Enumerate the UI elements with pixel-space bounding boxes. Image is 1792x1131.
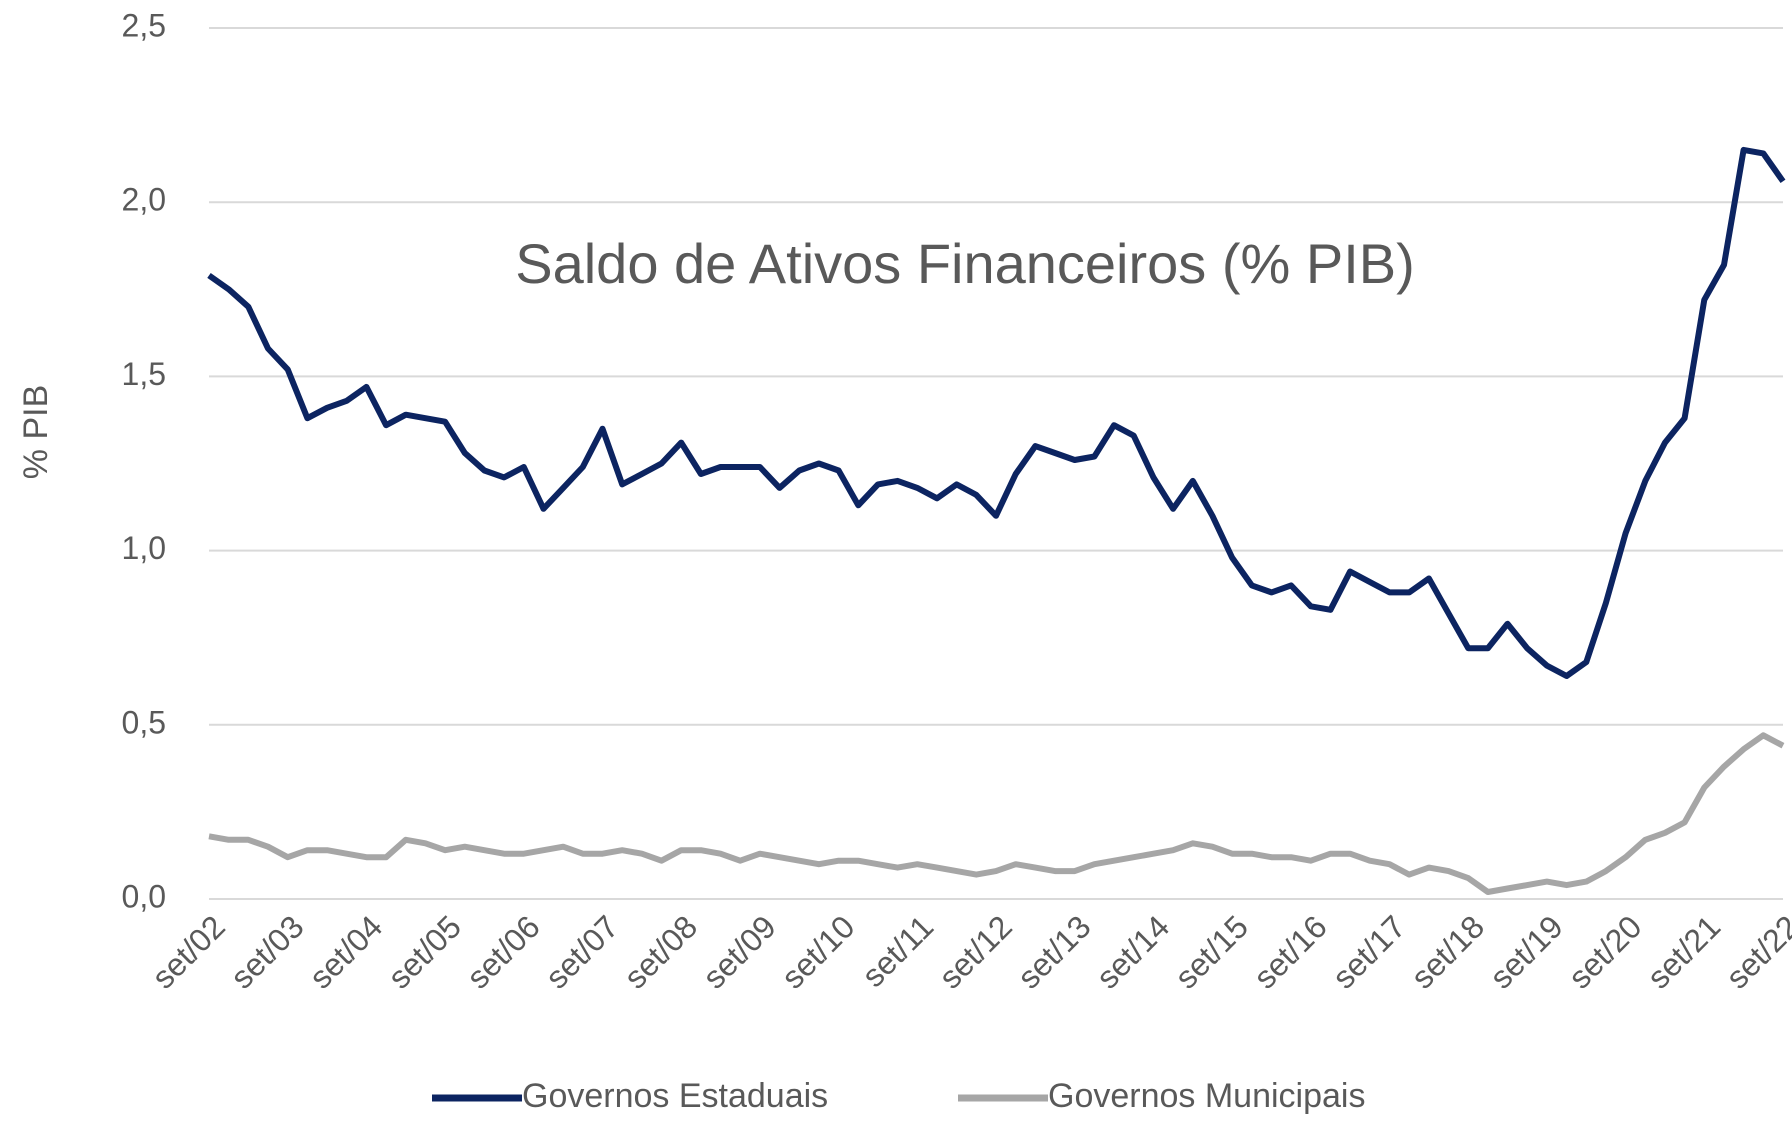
y-tick-label: 0,0 [122, 878, 166, 914]
x-tick-label: set/22 [1719, 908, 1792, 995]
x-tick-label: set/14 [1089, 908, 1176, 995]
x-tick-label: set/16 [1247, 908, 1334, 995]
x-tick-label: set/11 [855, 908, 940, 993]
legend-label: Governos Estaduais [522, 1077, 828, 1115]
x-tick-label: set/08 [617, 908, 704, 995]
y-tick-label: 0,5 [122, 704, 166, 740]
y-tick-label: 1,5 [122, 356, 166, 392]
x-tick-label: set/17 [1325, 908, 1412, 995]
x-tick-label: set/12 [932, 908, 1019, 995]
x-tick-label: set/07 [538, 908, 625, 995]
y-tick-label: 1,0 [122, 530, 166, 566]
x-tick-label: set/19 [1483, 908, 1570, 995]
x-tick-label: set/03 [224, 908, 311, 995]
x-tick-label: set/10 [774, 908, 861, 995]
chart-title: Saldo de Ativos Financeiros (% PIB) [515, 232, 1415, 295]
y-tick-label: 2,5 [122, 7, 166, 43]
x-tick-label: set/15 [1168, 908, 1255, 995]
y-axis-label: % PIB [17, 385, 55, 479]
x-tick-label: set/06 [460, 908, 547, 995]
line-series [207, 146, 1786, 679]
x-tick-label: set/20 [1561, 908, 1648, 995]
x-tick-label: set/18 [1404, 908, 1491, 995]
x-tick-label: set/02 [145, 908, 232, 995]
x-tick-label: set/04 [302, 908, 389, 995]
y-tick-label: 2,0 [122, 182, 166, 218]
x-tick-label: set/21 [1640, 908, 1727, 995]
line-series [208, 732, 1785, 895]
legend-label: Governos Municipais [1048, 1077, 1365, 1115]
x-tick-label: set/09 [696, 908, 783, 995]
x-tick-label: set/13 [1011, 908, 1098, 995]
x-tick-label: set/05 [381, 908, 468, 995]
